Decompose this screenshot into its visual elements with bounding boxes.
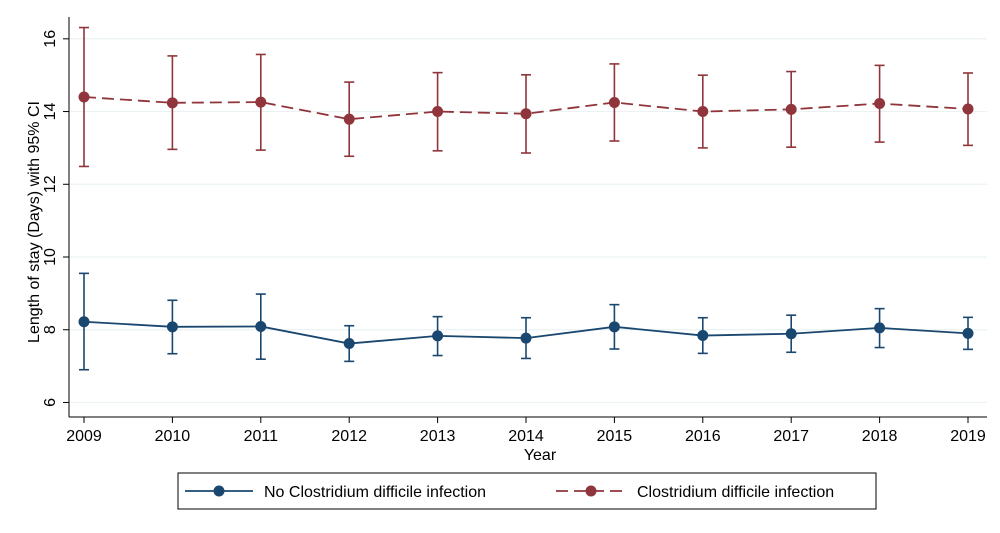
legend-label-2: Clostridium difficile infection xyxy=(637,484,834,501)
x-tick-label: 2013 xyxy=(420,428,456,445)
x-axis-ticks: 2009 2010 2011 2012 2013 2014 2015 2016 2017 2018… xyxy=(66,417,986,445)
data-point xyxy=(697,330,709,342)
data-point xyxy=(255,320,267,332)
y-tick-label: 16 xyxy=(42,30,59,48)
data-point xyxy=(608,321,620,333)
legend-box xyxy=(177,472,877,510)
x-tick-label: 2018 xyxy=(862,428,898,445)
y-tick-label: 12 xyxy=(42,175,59,193)
data-point xyxy=(255,96,267,108)
x-axis-title: Year xyxy=(524,447,557,464)
data-point xyxy=(520,332,532,344)
data-point xyxy=(962,103,974,115)
legend-marker-1 xyxy=(213,485,225,497)
data-point xyxy=(608,96,620,108)
series-line xyxy=(83,96,969,121)
data-point xyxy=(874,98,886,110)
series-layer xyxy=(78,26,974,371)
data-point xyxy=(343,113,355,125)
legend-marker-2 xyxy=(585,485,597,497)
data-point xyxy=(78,316,90,328)
x-tick-label: 2012 xyxy=(331,428,367,445)
data-point xyxy=(520,108,532,120)
x-tick-label: 2011 xyxy=(244,428,279,445)
x-tick-label: 2019 xyxy=(950,428,986,445)
y-axis-title: Length of stay (Days) with 95% CI xyxy=(26,101,43,343)
y-tick-label: 14 xyxy=(42,103,59,121)
data-point xyxy=(785,103,797,115)
axes xyxy=(68,17,987,418)
data-point xyxy=(166,321,178,333)
x-tick-label: 2016 xyxy=(685,428,721,445)
y-axis-ticks: 6 8 10 12 14 16 xyxy=(42,30,69,407)
y-tick-label: 6 xyxy=(42,398,59,407)
data-point xyxy=(343,338,355,350)
legend-label-1: No Clostridium difficile infection xyxy=(264,484,486,501)
legend: No Clostridium difficile infection Clostr… xyxy=(177,472,877,510)
data-point xyxy=(432,330,444,342)
x-tick-label: 2017 xyxy=(773,428,809,445)
x-tick-label: 2009 xyxy=(66,428,102,445)
data-point xyxy=(785,328,797,340)
data-point xyxy=(874,322,886,334)
data-point xyxy=(697,106,709,118)
series-1 xyxy=(78,272,974,371)
data-point xyxy=(78,91,90,103)
data-point xyxy=(166,97,178,109)
x-tick-label: 2015 xyxy=(597,428,633,445)
x-tick-label: 2010 xyxy=(155,428,191,445)
x-tick-label: 2014 xyxy=(508,428,544,445)
y-tick-label: 10 xyxy=(42,248,59,266)
y-tick-label: 8 xyxy=(42,325,59,334)
data-point xyxy=(962,327,974,339)
series-2 xyxy=(78,26,974,168)
data-point xyxy=(432,106,444,118)
